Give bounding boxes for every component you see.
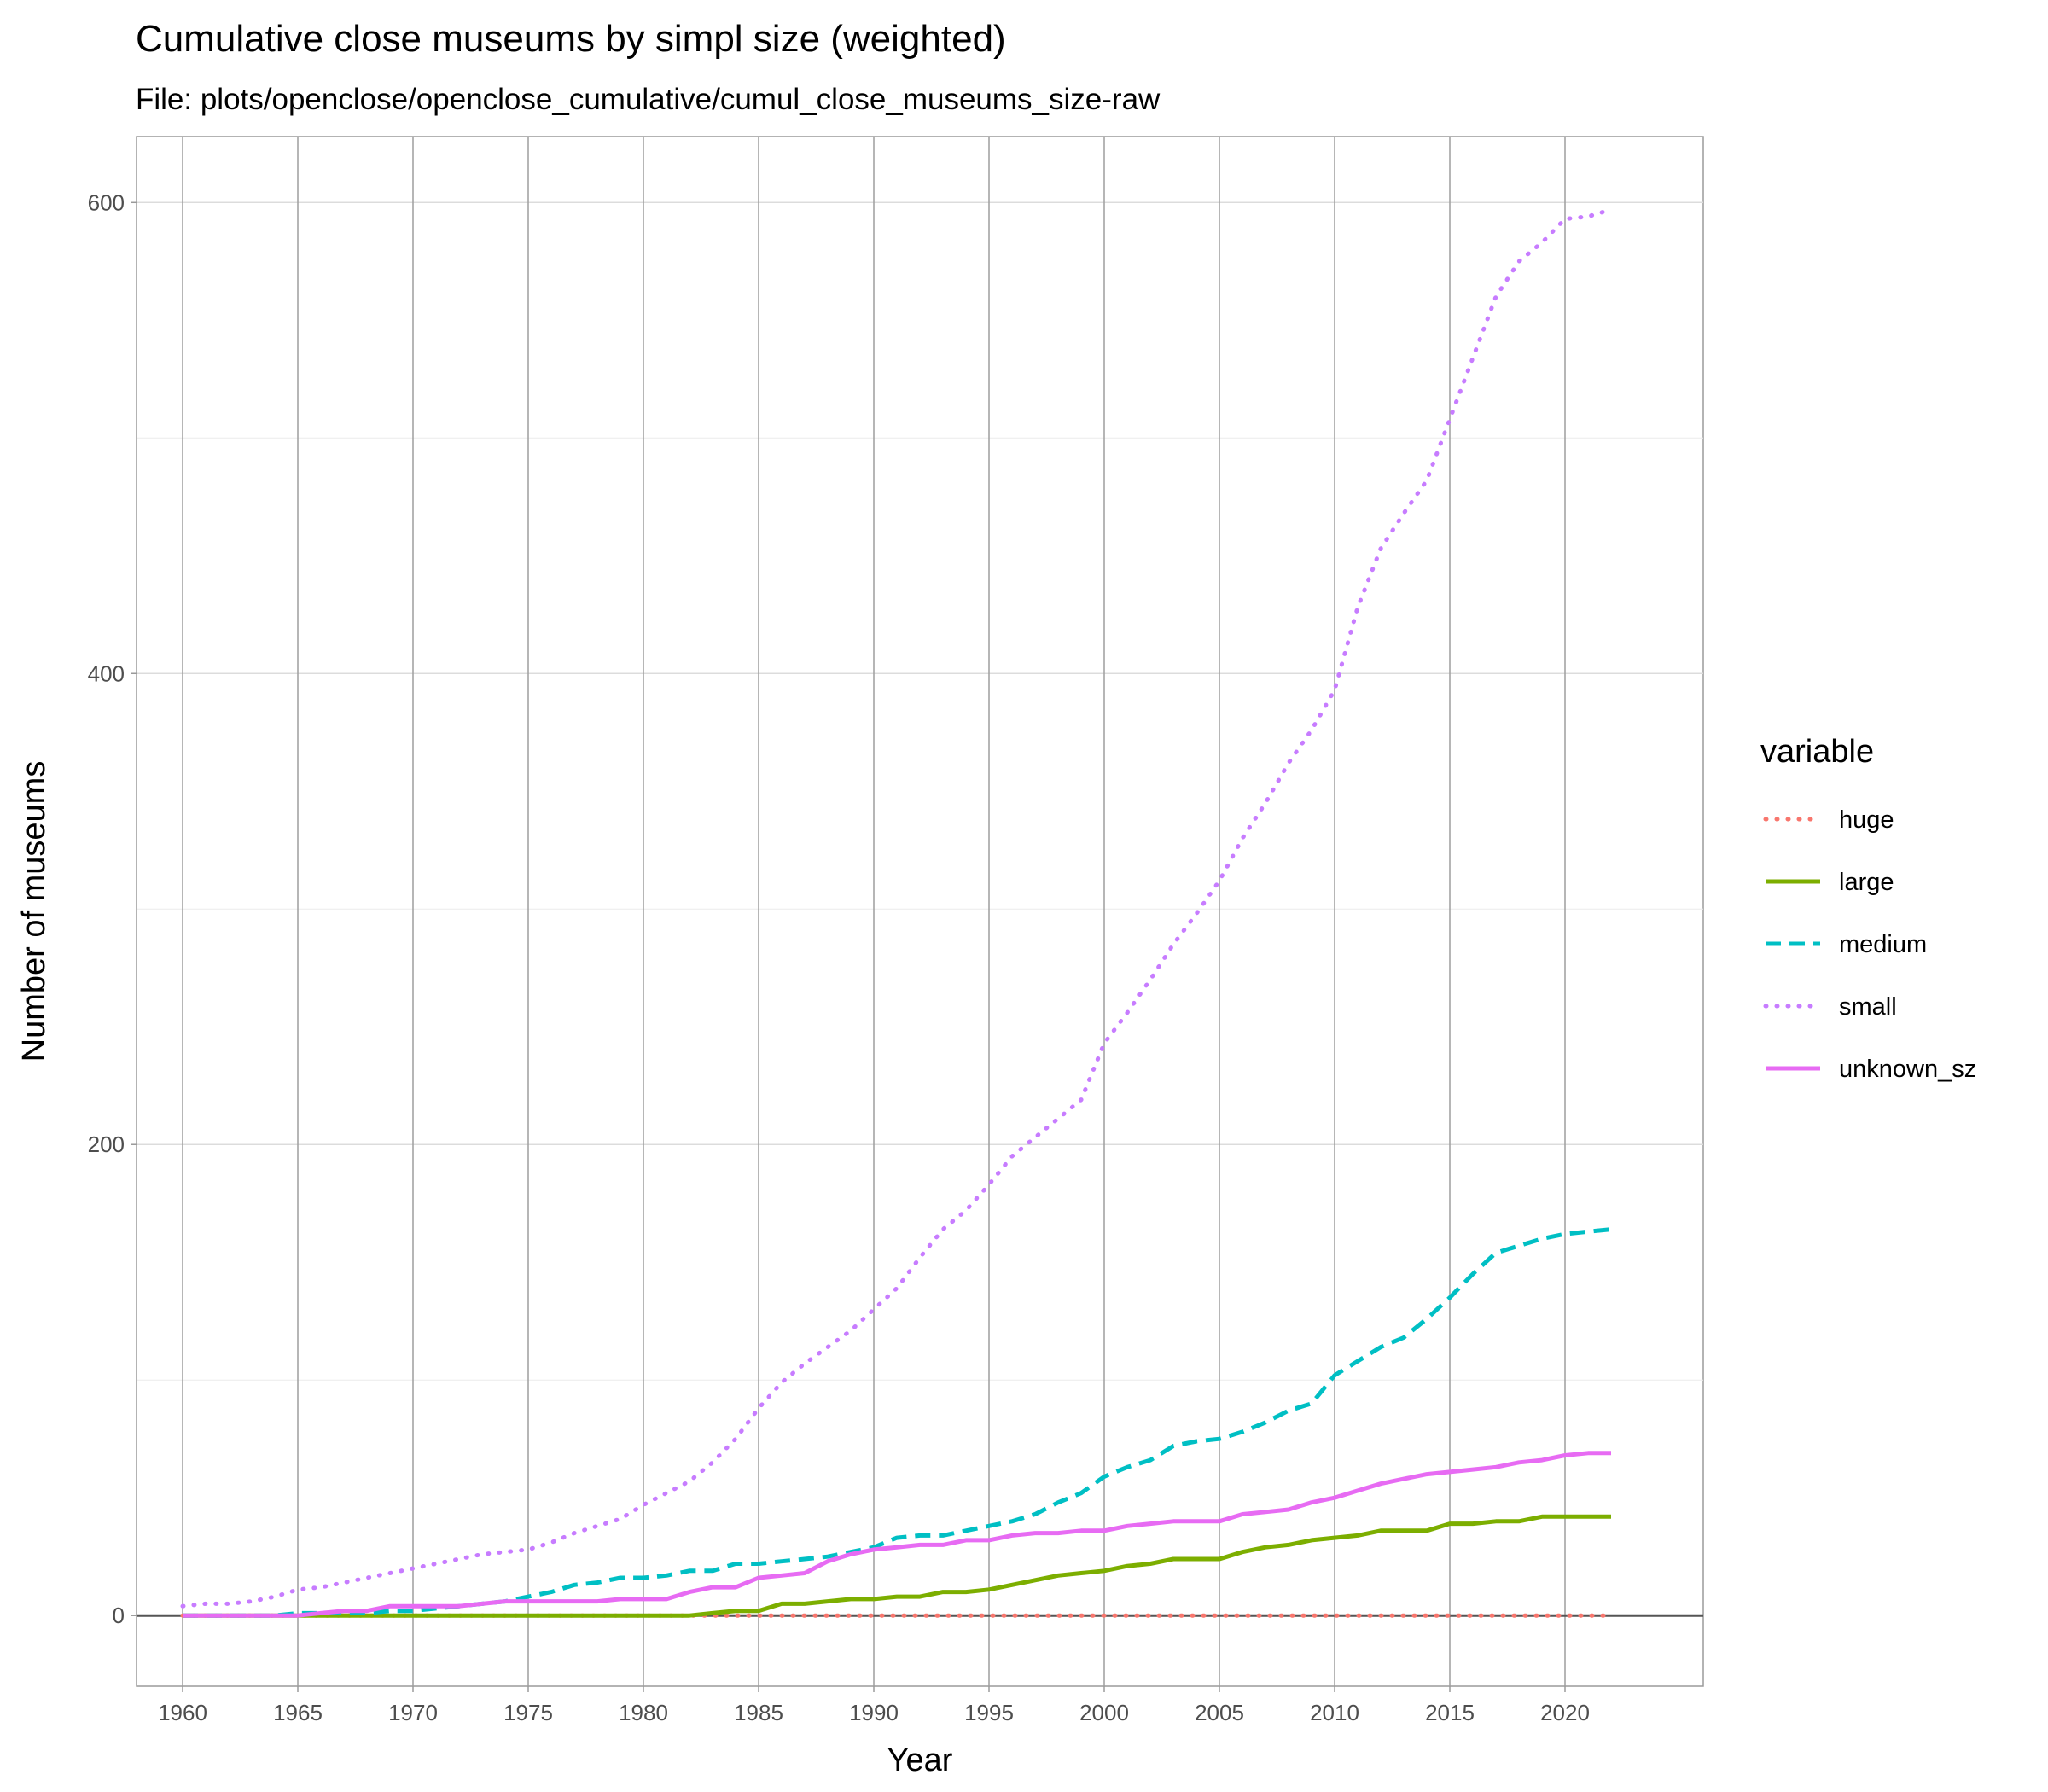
series-layer — [180, 207, 1614, 1618]
x-axis-ticks: 1960 1965 1970 1975 1980 1985 1990 1995 2000 2005… — [158, 1686, 1590, 1725]
legend-title: variable — [1760, 734, 1874, 770]
chart-subtitle: File: plots/openclose/openclose_cumulati… — [136, 83, 1161, 116]
series-line-medium — [183, 1227, 1612, 1618]
x-tick-label: 1990 — [849, 1700, 899, 1725]
x-tick-label: 2010 — [1310, 1700, 1359, 1725]
series-line-unknown-sz — [183, 1451, 1611, 1618]
x-tick-label: 1985 — [734, 1700, 783, 1725]
y-tick-label: 200 — [88, 1132, 125, 1157]
x-tick-label: 1960 — [158, 1700, 207, 1725]
legend-label-unknown-sz: unknown_sz — [1839, 1056, 1976, 1083]
legend: variable huge large medium small unknown_sz — [1760, 734, 1976, 1083]
series-line-large — [183, 1514, 1611, 1618]
series-line-small — [180, 207, 1614, 1609]
plot-panel — [136, 136, 1704, 1687]
x-tick-label: 2015 — [1425, 1700, 1475, 1725]
x-tick-label: 1970 — [388, 1700, 438, 1725]
x-tick-label: 2020 — [1540, 1700, 1590, 1725]
legend-label-huge: huge — [1839, 806, 1894, 834]
x-tick-label: 1995 — [964, 1700, 1014, 1725]
y-tick-label: 400 — [88, 660, 125, 686]
horizontal-gridlines — [137, 201, 1703, 1381]
y-axis-ticks: 0 200 400 600 — [88, 189, 137, 1628]
vertical-gridlines — [182, 137, 1566, 1686]
x-tick-label: 2000 — [1079, 1700, 1129, 1725]
x-tick-label: 1980 — [619, 1700, 668, 1725]
x-tick-label: 2005 — [1195, 1700, 1244, 1725]
x-tick-label: 1965 — [273, 1700, 323, 1725]
legend-label-medium: medium — [1839, 931, 1927, 958]
y-tick-label: 600 — [88, 189, 125, 215]
x-axis-title: Year — [887, 1743, 953, 1778]
chart-title: Cumulative close museums by simpl size (… — [136, 18, 1006, 60]
legend-label-large: large — [1839, 869, 1894, 896]
y-axis-title: Number of museums — [16, 761, 52, 1062]
legend-label-small: small — [1839, 993, 1897, 1021]
y-tick-label: 0 — [113, 1603, 125, 1628]
x-tick-label: 1975 — [503, 1700, 553, 1725]
